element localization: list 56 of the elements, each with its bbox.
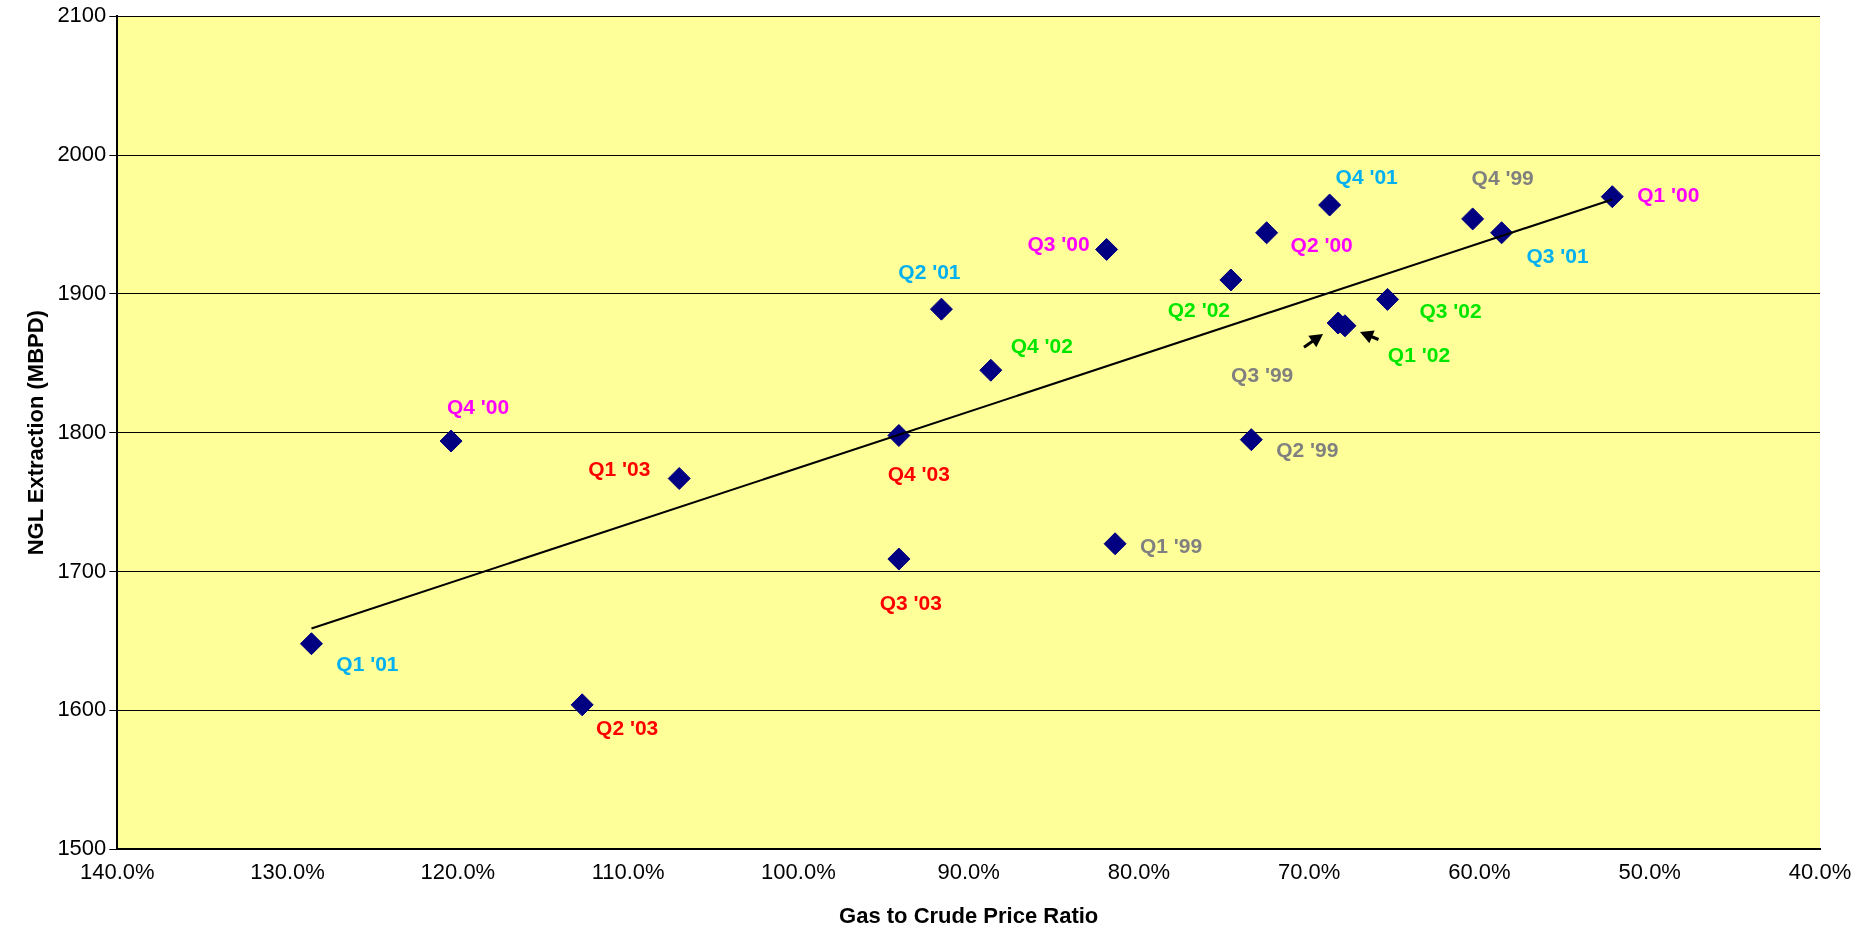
data-label: Q4 '01 — [1335, 164, 1399, 188]
point — [1095, 237, 1119, 261]
x-tick-label: 120.0% — [420, 859, 496, 885]
point — [667, 467, 691, 491]
x-tick-label: 80.0% — [1107, 859, 1171, 885]
y-tick-label: 2000 — [57, 141, 107, 167]
data-label: Q2 '99 — [1276, 438, 1339, 462]
point — [299, 632, 323, 656]
x-tick-label: 70.0% — [1278, 859, 1341, 885]
point — [1461, 207, 1485, 231]
data-label: Q4 '03 — [887, 462, 950, 486]
point — [1103, 532, 1127, 556]
point — [1600, 185, 1624, 209]
x-tick-label: 50.0% — [1618, 859, 1681, 885]
point — [570, 693, 594, 717]
point — [929, 297, 953, 321]
data-label: Q1 '00 — [1637, 183, 1700, 207]
data-label: Q1 '03 — [588, 457, 651, 481]
data-label: Q3 '00 — [1027, 232, 1090, 256]
point — [1376, 287, 1400, 311]
data-label: Q1 '99 — [1140, 533, 1203, 557]
x-tick-label: 40.0% — [1788, 859, 1852, 885]
data-label: Q2 '03 — [596, 715, 659, 739]
data-label: Q2 '02 — [1167, 297, 1230, 321]
y-tick-label: 1700 — [57, 557, 107, 583]
data-label: Q4 '00 — [446, 394, 510, 418]
y-tick-label: 1600 — [57, 696, 107, 722]
data-label: Q3 '01 — [1526, 243, 1590, 267]
data-label: Q2 '00 — [1290, 232, 1353, 256]
point — [1219, 268, 1243, 292]
x-tick-label: 60.0% — [1448, 859, 1511, 885]
data-label: Q3 '99 — [1231, 362, 1294, 386]
data-label: Q2 '01 — [898, 259, 961, 283]
y-tick-label: 1800 — [57, 418, 107, 444]
point — [439, 429, 463, 453]
data-label: Q1 '02 — [1387, 342, 1451, 366]
y-axis-title: NGL Extraction (MBPD) — [23, 310, 49, 556]
data-label: Q4 '99 — [1471, 165, 1534, 189]
data-label: Q3 '03 — [879, 590, 942, 614]
data-label: Q4 '02 — [1010, 334, 1073, 358]
data-label: Q1 '01 — [336, 651, 399, 675]
y-tick-label: 2100 — [57, 2, 107, 28]
x-tick-label: 110.0% — [591, 859, 665, 885]
y-tick-label: 1500 — [57, 835, 107, 861]
point — [887, 547, 911, 571]
x-tick-label: 140.0% — [80, 859, 155, 885]
y-tick-label: 1900 — [57, 279, 107, 305]
point — [1318, 193, 1342, 217]
x-axis-title: Gas to Crude Price Ratio — [839, 902, 1099, 928]
point — [979, 358, 1003, 382]
x-tick-label: 130.0% — [250, 859, 325, 885]
x-tick-label: 100.0% — [761, 859, 836, 885]
x-tick-label: 90.0% — [937, 859, 1000, 885]
data-label: Q3 '02 — [1419, 299, 1482, 323]
point — [1239, 428, 1263, 452]
point — [1255, 221, 1279, 245]
